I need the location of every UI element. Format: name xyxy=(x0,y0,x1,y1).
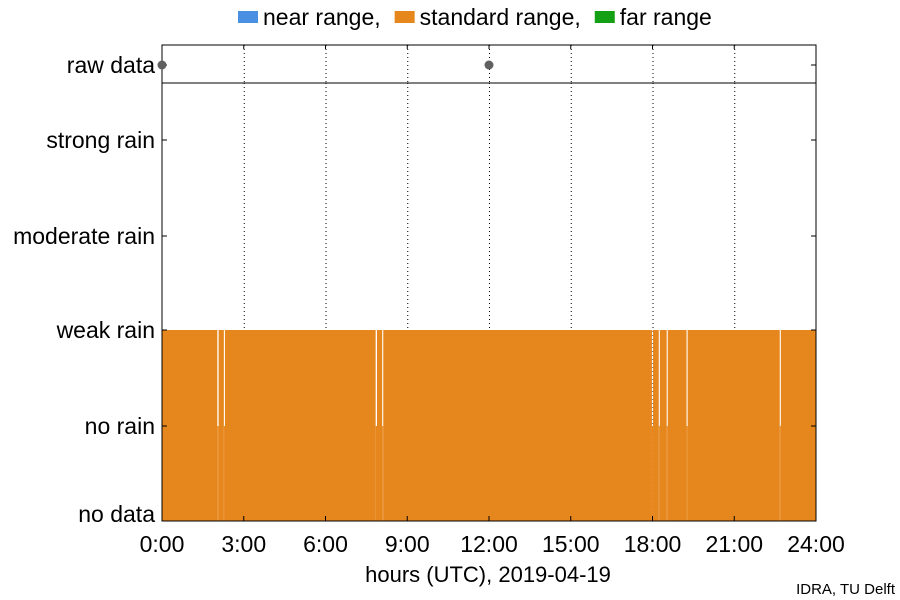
y-tick-label: weak rain xyxy=(56,317,155,343)
bar-segment xyxy=(780,330,816,521)
legend-swatch xyxy=(594,11,615,23)
bar-segment xyxy=(224,330,376,521)
y-tick-label: no data xyxy=(78,501,155,527)
bar-segment xyxy=(218,330,224,521)
raw-data-point xyxy=(484,60,494,70)
raw-data-point xyxy=(157,60,167,70)
x-axis: 0:00 3:00 6:00 9:00 12:00 15:00 18:00 21:00 24:0… xyxy=(140,45,845,557)
x-axis-label: hours (UTC), 2019-04-19 xyxy=(365,562,611,587)
bar-segment xyxy=(377,330,383,521)
x-tick-label: 0:00 xyxy=(140,531,185,557)
y-tick-label: moderate rain xyxy=(13,223,155,249)
x-tick-label: 3:00 xyxy=(221,531,266,557)
raw-data-panel: raw data xyxy=(67,44,817,84)
x-tick-label: 6:00 xyxy=(303,531,348,557)
bar-segment xyxy=(162,330,218,521)
x-tick-label: 21:00 xyxy=(705,531,763,557)
bar-segment xyxy=(686,426,688,521)
x-tick-label: 18:00 xyxy=(624,531,682,557)
legend-label: far range xyxy=(620,4,712,30)
y-tick-label: strong rain xyxy=(46,127,155,153)
x-tick-label: 12:00 xyxy=(460,531,518,557)
credit-label: IDRA, TU Delft xyxy=(796,581,896,598)
bar-segment xyxy=(223,426,225,521)
bar-segment xyxy=(217,426,219,521)
bar-segment xyxy=(779,426,781,521)
bar-segment xyxy=(651,426,654,521)
bar-segment xyxy=(382,426,384,521)
main-panel: no data no rain weak rain moderate rain stro… xyxy=(13,82,817,527)
bar-segment xyxy=(666,426,668,521)
x-tick-label: 24:00 xyxy=(787,531,845,557)
legend-swatch xyxy=(238,11,258,23)
bar-segment xyxy=(658,426,660,521)
raw-data-label: raw data xyxy=(67,52,155,78)
legend-label: standard range, xyxy=(420,4,581,30)
bar-segment xyxy=(653,330,659,521)
legend-swatch xyxy=(394,11,415,23)
bar-segment xyxy=(375,426,378,521)
bar-segment xyxy=(687,330,780,521)
y-tick-label: no rain xyxy=(85,413,155,439)
legend: near range, standard range, far range xyxy=(238,4,712,30)
bar-segment xyxy=(659,330,667,521)
x-tick-label: 9:00 xyxy=(385,531,430,557)
bar-segment xyxy=(383,330,652,521)
bar-segment xyxy=(667,330,687,521)
legend-label: near range, xyxy=(263,4,381,30)
x-tick-label: 15:00 xyxy=(542,531,600,557)
